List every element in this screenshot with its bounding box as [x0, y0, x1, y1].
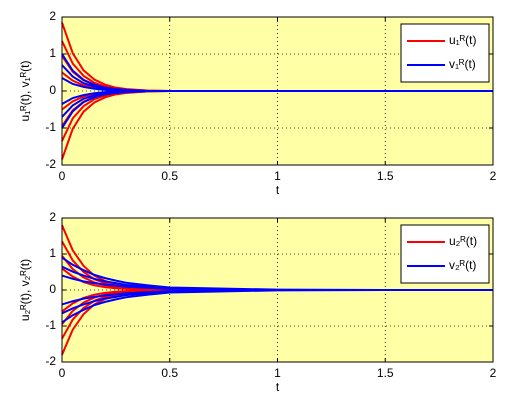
- x-axis-label: t: [276, 380, 280, 394]
- x-tick-label: 1: [274, 366, 281, 380]
- x-tick-label: 0.5: [161, 169, 178, 183]
- axes-frame: [61, 217, 494, 363]
- y-tick-label: -2: [45, 157, 56, 171]
- x-axis-label: t: [276, 183, 280, 197]
- x-tick-label: 2: [490, 366, 497, 380]
- x-tick-label: 0.5: [161, 366, 178, 380]
- y-tick-label: -1: [45, 120, 56, 134]
- y-tick-label: 1: [49, 246, 56, 260]
- legend-label: v₂ᴿ(t): [449, 258, 476, 272]
- y-tick-label: -2: [45, 354, 56, 368]
- x-tick-label: 1: [274, 169, 281, 183]
- y-axis-label: u₂ᴿ(t), v₂ᴿ(t): [18, 259, 32, 321]
- legend-box: [400, 224, 490, 284]
- y-tick-label: 0: [49, 282, 56, 296]
- axes-frame: [61, 16, 494, 166]
- data-line: [61, 90, 493, 129]
- y-tick-label: 2: [49, 9, 56, 23]
- x-tick-label: 1.5: [377, 366, 394, 380]
- data-line: [61, 289, 493, 324]
- legend-box: [400, 23, 490, 83]
- y-tick-label: -1: [45, 318, 56, 332]
- x-tick-label: 0: [59, 169, 66, 183]
- y-tick-label: 2: [49, 210, 56, 224]
- x-tick-label: 0: [59, 366, 66, 380]
- legend-label: u₂ᴿ(t): [449, 234, 477, 248]
- x-tick-label: 2: [490, 169, 497, 183]
- y-tick-label: 0: [49, 83, 56, 97]
- legend-label: v₁ᴿ(t): [449, 57, 476, 71]
- x-tick-label: 1.5: [377, 169, 394, 183]
- legend-label: u₁ᴿ(t): [449, 33, 476, 47]
- y-tick-label: 1: [49, 46, 56, 60]
- y-axis-label: u₁ᴿ(t), v₁ᴿ(t): [18, 61, 32, 122]
